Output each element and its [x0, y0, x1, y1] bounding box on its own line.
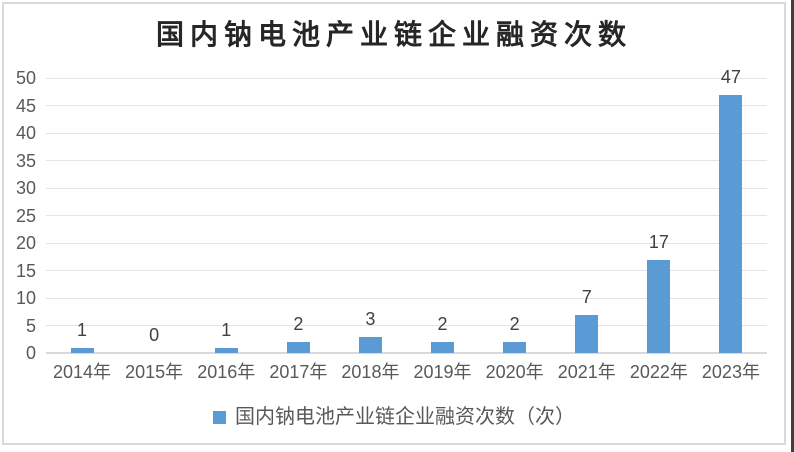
y-tick-40: 40: [15, 123, 36, 143]
bar-2017年: [286, 342, 310, 353]
legend: 国内钠电池产业链企业融资次数（次）: [0, 405, 788, 429]
y-tick-10: 10: [15, 288, 36, 308]
bar-value-2023年: 47: [720, 66, 741, 87]
bar-value-2019年: 2: [437, 314, 448, 334]
x-tick-2023年: 2023年: [701, 362, 760, 382]
bar-value-2015年: 0: [149, 325, 160, 345]
y-tick-45: 45: [15, 95, 36, 116]
x-tick-2020年: 2020年: [485, 362, 544, 382]
gridline-40: [46, 132, 767, 134]
y-tick-0: 0: [25, 343, 36, 363]
window-edge: [791, 0, 794, 452]
y-tick-35: 35: [15, 150, 36, 171]
x-tick-2014年: 2014年: [53, 362, 112, 382]
y-tick-5: 5: [25, 315, 36, 336]
x-axis-line: [46, 352, 767, 354]
bar-2020年: [503, 342, 527, 353]
bar-value-2020年: 2: [509, 314, 520, 334]
bar-value-2014年: 1: [77, 319, 88, 340]
gridline-25: [46, 215, 767, 216]
gridline-20: [46, 242, 767, 244]
y-tick-20: 20: [15, 233, 36, 253]
bar-2019年: [431, 342, 455, 353]
bar-value-2018年: 3: [365, 308, 376, 329]
gridline-50: [46, 77, 767, 79]
legend-swatch-icon: [213, 411, 226, 424]
gridline-5: [46, 325, 767, 326]
chart-frame: [2, 2, 786, 445]
y-tick-50: 50: [15, 68, 36, 88]
y-tick-25: 25: [15, 205, 36, 226]
gridline-35: [46, 160, 767, 161]
y-tick-30: 30: [15, 178, 36, 198]
bar-2018年: [358, 336, 382, 353]
x-tick-2018年: 2018年: [341, 362, 400, 382]
bar-value-2017年: 2: [293, 314, 304, 334]
bar-2021年: [575, 314, 599, 353]
gridline-30: [46, 187, 767, 189]
bar-value-2016年: 1: [221, 319, 232, 340]
bar-2022年: [647, 259, 671, 353]
bar-2016年: [214, 347, 238, 353]
y-tick-15: 15: [15, 260, 36, 281]
bar-value-2021年: 7: [581, 286, 592, 307]
x-tick-2022年: 2022年: [629, 362, 688, 382]
chart-title: 国内钠电池产业链企业融资次数: [155, 20, 632, 51]
x-tick-2016年: 2016年: [197, 362, 256, 382]
gridline-45: [46, 105, 767, 106]
bar-value-2022年: 17: [648, 231, 669, 252]
bar-2023年: [719, 94, 743, 353]
x-tick-2021年: 2021年: [557, 362, 616, 382]
legend-label: 国内钠电池产业链企业融资次数（次）: [235, 406, 575, 428]
bar-2014年: [70, 347, 94, 353]
x-tick-2017年: 2017年: [269, 362, 328, 382]
x-tick-2019年: 2019年: [413, 362, 472, 382]
gridline-10: [46, 297, 767, 299]
gridline-15: [46, 270, 767, 271]
x-tick-2015年: 2015年: [125, 362, 184, 382]
